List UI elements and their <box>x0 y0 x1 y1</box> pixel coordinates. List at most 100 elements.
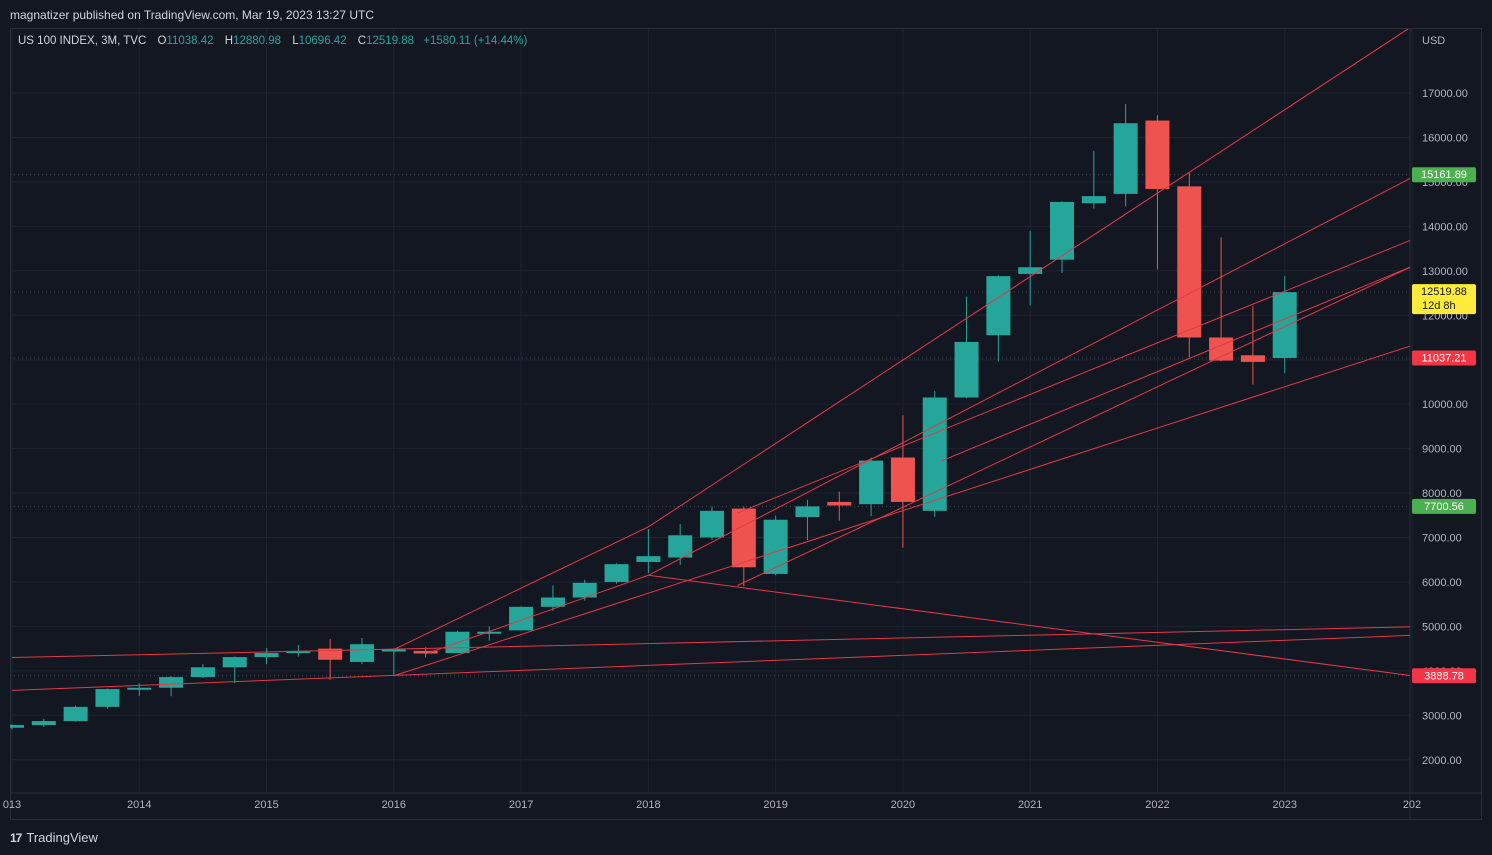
price-label-tag <box>1412 668 1476 684</box>
x-tick-label: 2015 <box>254 799 278 811</box>
trendline[interactable] <box>393 345 1412 677</box>
candle-body[interactable] <box>477 631 502 634</box>
candle-body[interactable] <box>350 644 374 662</box>
candle-body[interactable] <box>190 667 215 678</box>
candle-body[interactable] <box>859 460 884 505</box>
price-label-tag <box>1412 167 1476 183</box>
open-label: O <box>157 35 167 47</box>
candle-body[interactable] <box>890 457 915 502</box>
y-tick-label: 6000.00 <box>1422 577 1462 589</box>
x-tick-label: 2016 <box>382 799 406 811</box>
x-tick-label: 2020 <box>891 799 915 811</box>
candle-body[interactable] <box>1177 186 1202 338</box>
trendline[interactable] <box>648 177 1412 576</box>
candle-body[interactable] <box>413 650 438 654</box>
candle-body[interactable] <box>254 653 279 658</box>
y-tick-label: 13000.00 <box>1422 266 1468 278</box>
trendline[interactable] <box>393 526 649 650</box>
y-tick-label: 2000.00 <box>1422 755 1462 767</box>
close-value: 12519.88 <box>366 35 415 47</box>
tradingview-logo-icon: 17 <box>10 830 22 845</box>
countdown-label: 12d 8h <box>1422 300 1456 312</box>
price-label-text: 12519.88 <box>1421 286 1467 298</box>
candle-body[interactable] <box>986 276 1011 336</box>
price-label-text: 11037.21 <box>1421 353 1466 365</box>
candle-body[interactable] <box>381 649 406 652</box>
footer: 17 TradingView <box>0 822 1492 855</box>
candle-body[interactable] <box>763 519 788 574</box>
candle-body[interactable] <box>636 556 661 562</box>
candle-body[interactable] <box>954 341 979 398</box>
trendline[interactable] <box>940 266 1412 462</box>
y-tick-label: 14000.00 <box>1422 221 1468 233</box>
trendline[interactable] <box>11 634 1412 691</box>
candle-body[interactable] <box>31 721 56 726</box>
price-label-tag <box>1412 284 1476 315</box>
candle-body[interactable] <box>127 687 152 690</box>
open-value: 11038.42 <box>166 35 214 47</box>
candle-body[interactable] <box>159 677 184 688</box>
price-label-text: 15161.89 <box>1421 169 1467 181</box>
x-tick-label: 2022 <box>1145 799 1169 811</box>
candle-body[interactable] <box>668 535 693 558</box>
trendline[interactable] <box>737 266 1412 586</box>
trendline[interactable] <box>11 626 1412 659</box>
x-tick-label: 2021 <box>1018 799 1042 811</box>
candle-body[interactable] <box>700 510 724 538</box>
candle-body[interactable] <box>222 657 247 668</box>
x-tick-label: 2023 <box>1272 799 1296 811</box>
y-tick-label: 5000.00 <box>1422 621 1462 633</box>
candle-body[interactable] <box>731 508 756 568</box>
x-tick-label: 202 <box>1403 799 1421 811</box>
candle-body[interactable] <box>0 725 24 728</box>
candle-body[interactable] <box>604 564 629 582</box>
change-value: +1580.11 (+14.44%) <box>423 35 528 47</box>
candle-body[interactable] <box>1081 196 1106 204</box>
trendline[interactable] <box>425 574 649 655</box>
candle-body[interactable] <box>540 597 565 607</box>
candle-body[interactable] <box>1240 355 1265 362</box>
price-label-text: 3888.78 <box>1424 670 1464 682</box>
y-tick-label: 16000.00 <box>1422 132 1468 144</box>
candle-body[interactable] <box>795 506 820 518</box>
y-tick-label: 9000.00 <box>1422 444 1462 456</box>
candle-body[interactable] <box>63 706 88 722</box>
low-value: 10696.42 <box>298 35 347 47</box>
candle-body[interactable] <box>286 650 311 654</box>
x-tick-label: 2019 <box>763 799 787 811</box>
price-chart[interactable]: USD2000.003000.004000.005000.006000.0070… <box>0 0 1492 822</box>
x-tick-label: 2014 <box>127 799 151 811</box>
high-value: 12880.98 <box>233 35 282 47</box>
x-tick-label: 2017 <box>509 799 533 811</box>
candle-body[interactable] <box>1145 120 1170 190</box>
candle-body[interactable] <box>572 582 597 598</box>
chart-frame <box>10 28 1482 820</box>
price-label-text: 7700.56 <box>1424 501 1464 513</box>
tradingview-brand[interactable]: 17 TradingView <box>10 830 98 845</box>
candle-body[interactable] <box>922 397 947 511</box>
price-label-tag <box>1412 498 1476 514</box>
candle-body[interactable] <box>318 648 343 660</box>
y-tick-label: 7000.00 <box>1422 533 1462 545</box>
trendline[interactable] <box>648 574 1412 676</box>
close-label: C <box>357 35 367 47</box>
symbol-name[interactable]: US 100 INDEX, 3M, TVC <box>18 35 147 47</box>
candle-body[interactable] <box>827 501 852 506</box>
y-tick-label: 8000.00 <box>1422 488 1462 500</box>
candle-body[interactable] <box>1018 267 1043 274</box>
low-label: L <box>292 35 299 47</box>
candle-body[interactable] <box>509 606 534 631</box>
trendlines-group <box>11 26 1412 691</box>
candle-body[interactable] <box>95 689 120 707</box>
y-tick-label: 10000.00 <box>1422 399 1468 411</box>
trendline[interactable] <box>737 239 1412 514</box>
candle-body[interactable] <box>1113 123 1138 194</box>
candle-body[interactable] <box>1272 292 1297 358</box>
symbol-legend: US 100 INDEX, 3M, TVC O11038.42 H12880.9… <box>18 35 527 47</box>
trendline[interactable] <box>648 26 1412 528</box>
chart-header: magnatizer published on TradingView.com,… <box>0 0 1492 30</box>
brand-name: TradingView <box>26 830 98 845</box>
candle-body[interactable] <box>1050 201 1074 260</box>
price-label-tag <box>1412 350 1476 366</box>
y-tick-label: 3000.00 <box>1422 710 1462 722</box>
